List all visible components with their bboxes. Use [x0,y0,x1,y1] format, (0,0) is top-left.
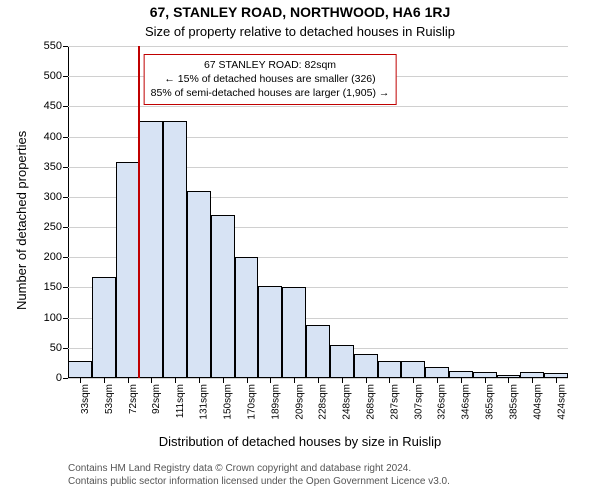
x-tick-label: 346sqm [461,384,472,420]
chart-title: 67, STANLEY ROAD, NORTHWOOD, HA6 1RJ [150,4,451,20]
x-tick-label: 287sqm [389,384,400,420]
y-axis-line [68,46,69,378]
footer-line2: Contains public sector information licen… [68,475,450,488]
histogram-bar [378,361,402,378]
histogram-bar [306,325,330,378]
y-tick-label: 400 [44,131,62,143]
x-tick-label: 131sqm [199,384,210,420]
chart-subtitle: Size of property relative to detached ho… [145,24,455,39]
x-tick-label: 150sqm [223,384,234,420]
annotation-box: 67 STANLEY ROAD: 82sqm ← 15% of detached… [144,54,397,105]
grid-line [68,106,568,107]
x-axis-label: Distribution of detached houses by size … [159,434,442,449]
histogram-bar [258,286,282,378]
annotation-line2: ← 15% of detached houses are smaller (32… [151,72,390,86]
x-tick-label: 404sqm [532,384,543,420]
histogram-bar [187,191,211,378]
x-tick-label: 53sqm [104,384,115,414]
histogram-bar [116,162,140,378]
y-tick-label: 150 [44,281,62,293]
x-tick-label: 424sqm [556,384,567,420]
x-tick-label: 307sqm [413,384,424,420]
x-tick-label: 228sqm [318,384,329,420]
y-tick-mark [63,167,68,168]
chart-container: 67, STANLEY ROAD, NORTHWOOD, HA6 1RJ Siz… [0,0,600,500]
histogram-bar [354,354,378,378]
histogram-bar [92,277,116,378]
y-tick-label: 550 [44,40,62,52]
x-tick-labels: 33sqm 53sqm 72sqm 92sqm 111sqm 131sqm 150sqm 17… [68,378,568,428]
x-tick-label: 268sqm [366,384,377,420]
y-tick-mark [63,348,68,349]
x-tick-label: 365sqm [485,384,496,420]
reference-line [138,46,140,378]
x-tick-label: 170sqm [247,384,258,420]
y-tick-mark [63,197,68,198]
grid-line [68,46,568,47]
y-tick-label: 350 [44,161,62,173]
y-tick-label: 200 [44,251,62,263]
y-tick-mark [63,318,68,319]
histogram-bar [425,367,449,378]
y-tick-label: 250 [44,221,62,233]
histogram-bar [449,371,473,378]
x-tick-label: 248sqm [342,384,353,420]
histogram-bar [163,121,187,378]
y-tick-mark [63,257,68,258]
y-tick-mark [63,46,68,47]
y-tick-mark [63,106,68,107]
y-tick-label: 0 [56,372,62,384]
x-tick-label: 326sqm [437,384,448,420]
y-tick-label: 500 [44,70,62,82]
annotation-line3: 85% of semi-detached houses are larger (… [151,86,390,100]
y-tick-label: 450 [44,100,62,112]
histogram-bar [401,361,425,378]
y-tick-mark [63,76,68,77]
histogram-bar [68,361,92,378]
y-tick-label: 50 [50,342,62,354]
x-tick-label: 92sqm [151,384,162,414]
y-tick-mark [63,227,68,228]
histogram-bar [211,215,235,378]
histogram-bar [235,257,259,378]
histogram-bar [282,287,306,378]
y-tick-labels: 050100150200250300350400450500550 [0,46,62,378]
x-tick-label: 209sqm [294,384,305,420]
footer-text: Contains HM Land Registry data © Crown c… [68,462,450,488]
histogram-bar [139,121,163,378]
x-tick-label: 111sqm [175,384,186,418]
x-tick-label: 72sqm [128,384,139,414]
y-tick-mark [63,137,68,138]
x-tick-label: 189sqm [270,384,281,420]
footer-line1: Contains HM Land Registry data © Crown c… [68,462,450,475]
histogram-bar [330,345,354,378]
x-tick-label: 385sqm [508,384,519,420]
y-tick-label: 300 [44,191,62,203]
y-tick-label: 100 [44,312,62,324]
x-tick-label: 33sqm [80,384,91,414]
y-tick-mark [63,287,68,288]
annotation-line1: 67 STANLEY ROAD: 82sqm [151,58,390,72]
